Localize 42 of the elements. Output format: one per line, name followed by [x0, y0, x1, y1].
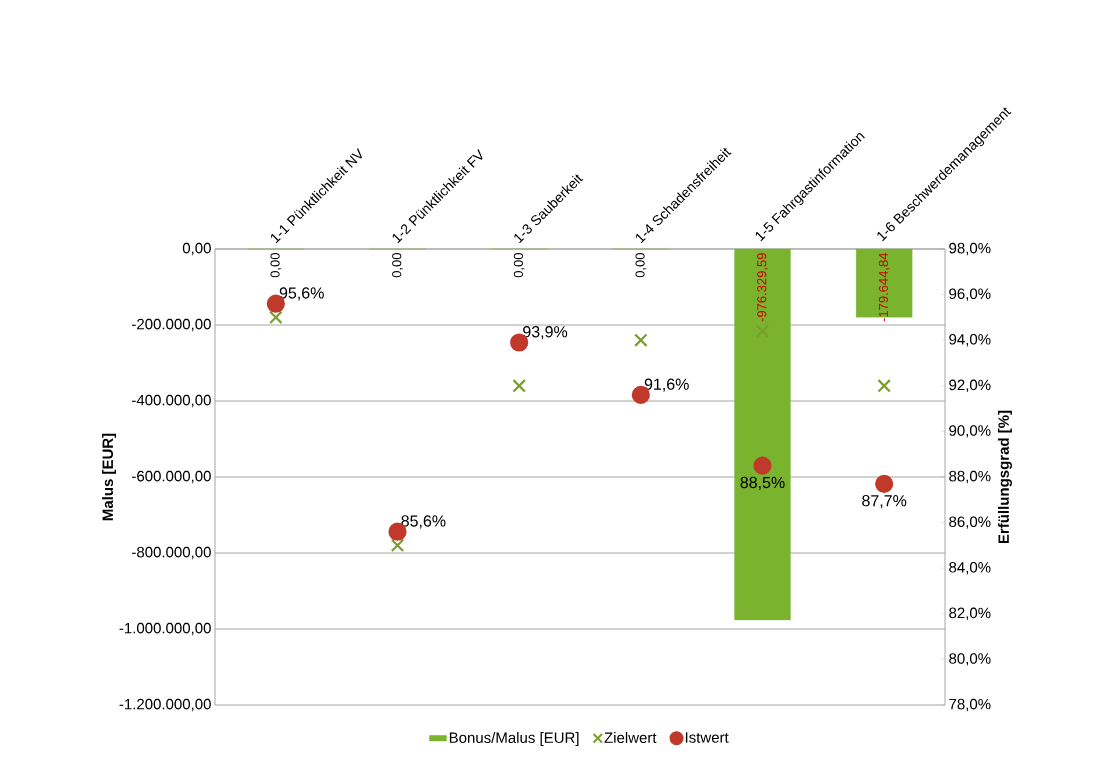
data-label: 93,9% [523, 326, 568, 340]
y-tick-label: -400.000,00 [132, 394, 211, 408]
y2-tick-label: 82,0% [949, 607, 991, 620]
data-label: 85,6% [401, 515, 446, 529]
data-label: 0,00 [392, 253, 403, 278]
data-label: 91,6% [644, 378, 689, 392]
y-tick-label: -200.000,00 [132, 318, 211, 332]
y2-tick-label: 84,0% [949, 562, 991, 575]
point [875, 474, 894, 493]
point [390, 538, 405, 553]
y2-axis-title: Erfüllungsgrad [%] [997, 410, 1012, 544]
y2-tick-label: 96,0% [949, 288, 991, 301]
point [512, 379, 526, 393]
point [269, 310, 283, 325]
data-label: 0,00 [513, 253, 525, 278]
legend-label: Zielwert [604, 732, 657, 744]
data-label: 95,6% [279, 287, 324, 301]
y2-tick-label: 86,0% [949, 516, 991, 529]
y-tick-label: -800.000,00 [132, 546, 211, 560]
y2-tick-label: 92,0% [949, 379, 991, 392]
y-tick-label: -1.000.000,00 [119, 622, 211, 636]
data-label: 0,00 [635, 253, 647, 278]
y2-tick-label: 94,0% [949, 334, 991, 347]
y2-tick-label: 98,0% [949, 242, 991, 256]
data-label: 88,5% [740, 476, 785, 491]
legend-label: Bonus/Malus [EUR] [449, 732, 579, 746]
y2-tick-label: 78,0% [949, 698, 991, 712]
y-axis-title: Malus [EUR] [102, 433, 117, 521]
point [877, 379, 891, 393]
point [753, 456, 772, 475]
y2-tick-label: 90,0% [949, 425, 991, 438]
y-tick-label: -1.200.000,00 [119, 698, 211, 712]
data-label: 87,7% [862, 495, 907, 509]
y-tick-label: 0,00 [182, 242, 211, 256]
data-label: -976.329,59 [757, 253, 768, 322]
legend-label: Istwert [685, 732, 729, 743]
data-label: 0,00 [270, 253, 282, 278]
y2-tick-label: 88,0% [949, 470, 991, 484]
y2-tick-label: 80,0% [949, 653, 991, 666]
y-tick-label: -600.000,00 [132, 470, 211, 484]
point [634, 333, 648, 347]
data-label: -179.644,84 [878, 252, 890, 322]
